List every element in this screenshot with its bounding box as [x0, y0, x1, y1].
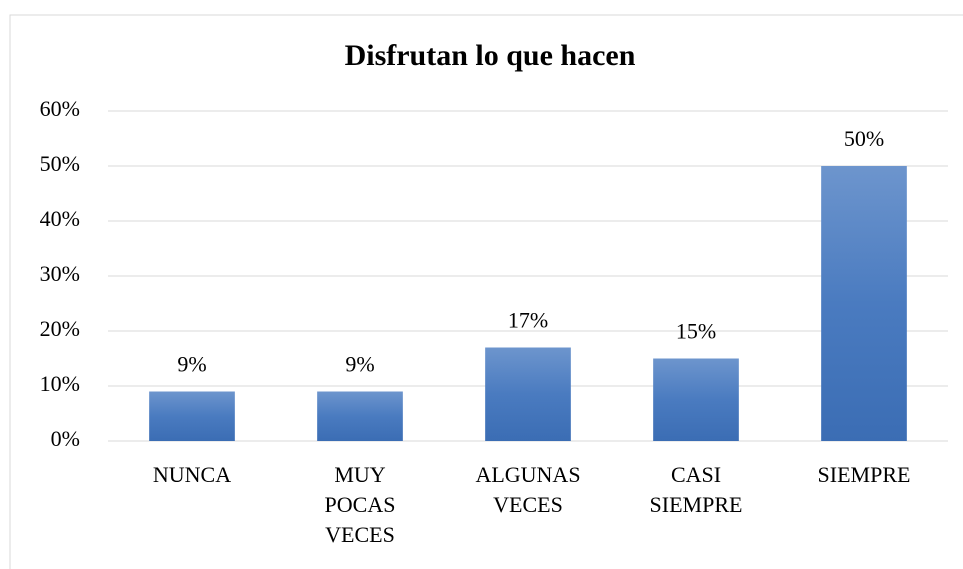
- data-label: 9%: [177, 352, 206, 377]
- data-label: 15%: [676, 319, 716, 344]
- y-tick-label: 50%: [40, 151, 80, 176]
- y-tick-label: 60%: [40, 96, 80, 121]
- y-tick-label: 40%: [40, 206, 80, 231]
- x-tick-label: SIEMPRE: [818, 462, 911, 487]
- bar: [149, 391, 235, 441]
- x-tick-label: ALGUNAS VECES: [475, 462, 580, 517]
- chart-title: Disfrutan lo que hacen: [345, 39, 636, 72]
- bar: [653, 358, 739, 441]
- bar: [317, 391, 403, 441]
- data-label: 9%: [345, 352, 374, 377]
- x-tick-label: NUNCA: [153, 462, 231, 487]
- x-tick-label: MUY POCAS VECES: [325, 462, 396, 547]
- bar: [821, 166, 907, 441]
- y-tick-label: 0%: [51, 426, 80, 451]
- chart-border: [9, 14, 963, 569]
- y-tick-label: 30%: [40, 261, 80, 286]
- y-tick-label: 20%: [40, 316, 80, 341]
- data-label: 17%: [508, 308, 548, 333]
- x-tick-label: CASI SIEMPRE: [650, 462, 743, 517]
- y-tick-label: 10%: [40, 371, 80, 396]
- data-label: 50%: [844, 126, 884, 151]
- bar: [485, 347, 571, 441]
